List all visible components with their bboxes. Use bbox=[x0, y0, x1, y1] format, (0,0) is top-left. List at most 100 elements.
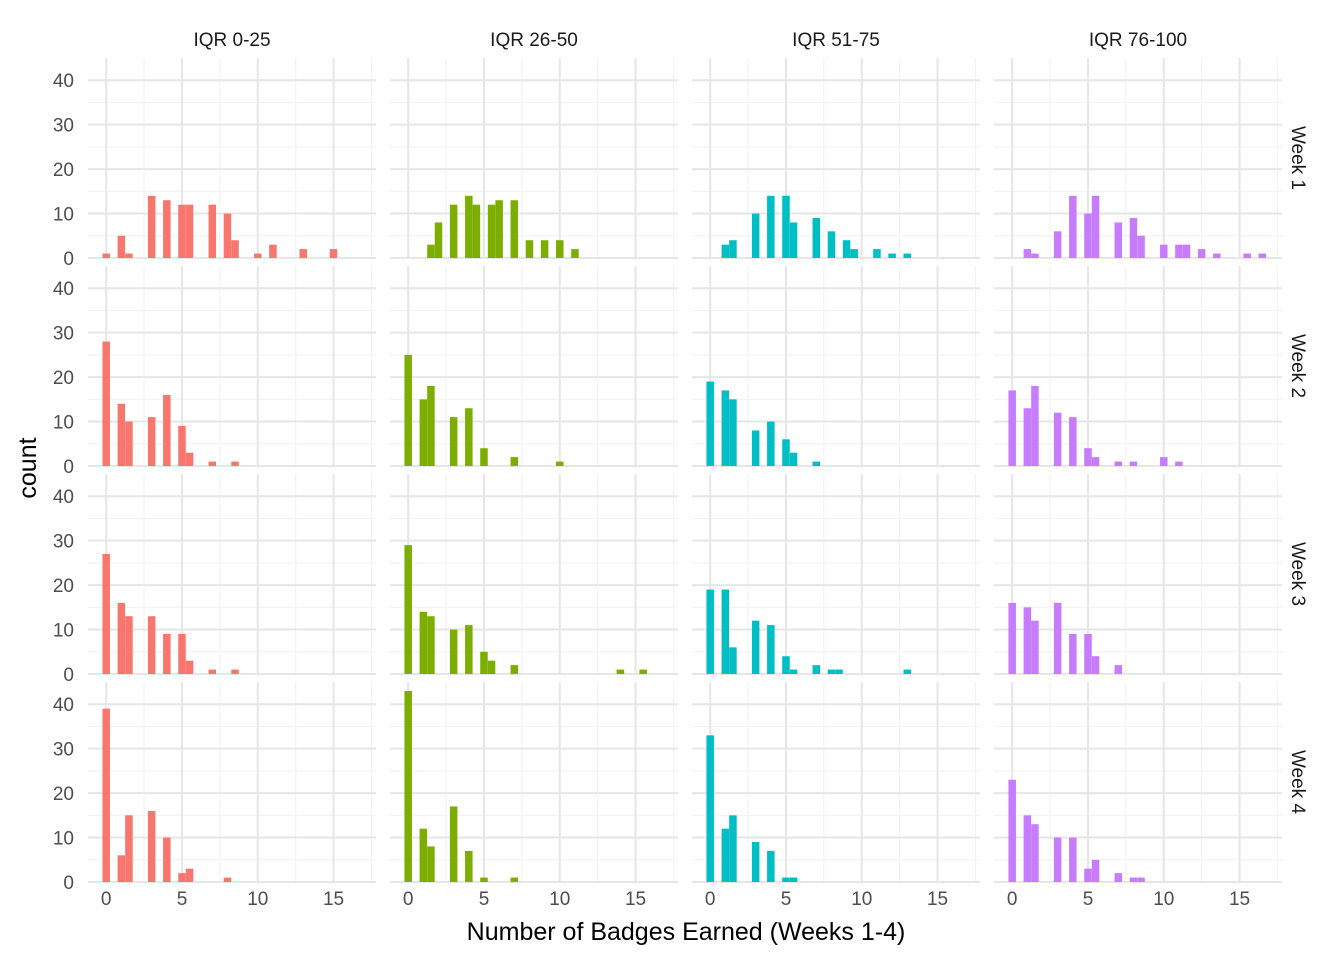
histogram-bar bbox=[404, 690, 412, 882]
label-layer: 0 10 20 30 40 0 10 20 30 40 0 10 20 30 40 0 10 20 30 40 0 5 10… bbox=[53, 30, 1308, 910]
y-tick-label: 20 bbox=[53, 160, 74, 181]
histogram-bar bbox=[163, 394, 171, 466]
histogram-bar bbox=[1175, 244, 1183, 258]
x-tick-label: 0 bbox=[705, 889, 716, 910]
histogram-bar bbox=[117, 403, 126, 466]
histogram-bar bbox=[117, 235, 126, 258]
histogram-bar bbox=[147, 616, 156, 674]
histogram-bar bbox=[329, 249, 338, 258]
x-tick-label: 15 bbox=[323, 889, 344, 910]
y-tick-label: 30 bbox=[53, 116, 74, 137]
histogram-bar bbox=[449, 806, 458, 882]
histogram-bar bbox=[495, 200, 503, 258]
histogram-bar bbox=[540, 240, 549, 258]
histogram-bar bbox=[556, 240, 564, 258]
histogram-bar bbox=[1114, 222, 1123, 258]
histogram-bar bbox=[185, 204, 194, 258]
histogram-bar bbox=[729, 647, 737, 674]
row-strip-label: Week 1 bbox=[1287, 126, 1308, 190]
histogram-bar bbox=[789, 669, 798, 674]
column-strip-label: IQR 51-75 bbox=[792, 30, 880, 51]
histogram-bar bbox=[178, 426, 186, 466]
histogram-bar bbox=[299, 249, 307, 258]
histogram-bar bbox=[1008, 779, 1016, 882]
histogram-bar bbox=[269, 244, 277, 258]
histogram-bar bbox=[117, 855, 126, 882]
histogram-bar bbox=[873, 249, 881, 258]
histogram-bar bbox=[721, 828, 730, 882]
histogram-bar bbox=[1008, 602, 1016, 674]
histogram-bar bbox=[789, 877, 798, 882]
y-tick-label: 30 bbox=[53, 324, 74, 345]
histogram-bar bbox=[721, 244, 730, 258]
histogram-bar bbox=[1197, 249, 1206, 258]
column-strip-label: IQR 0-25 bbox=[193, 30, 270, 51]
histogram-bar bbox=[147, 417, 156, 466]
histogram-bar bbox=[178, 634, 186, 674]
histogram-bar bbox=[163, 837, 171, 882]
x-tick-label: 10 bbox=[549, 889, 570, 910]
histogram-bar bbox=[117, 602, 126, 674]
histogram-bar bbox=[1114, 873, 1123, 882]
histogram-bar bbox=[1069, 417, 1077, 466]
histogram-bar bbox=[1160, 457, 1168, 466]
histogram-bar bbox=[465, 408, 473, 466]
histogram-bar bbox=[102, 708, 110, 882]
histogram-bar bbox=[1031, 824, 1039, 882]
histogram-bar bbox=[449, 417, 458, 466]
histogram-bar bbox=[1008, 390, 1016, 466]
histogram-bar bbox=[434, 222, 443, 258]
histogram-bar bbox=[888, 253, 896, 258]
histogram-bar bbox=[1129, 877, 1138, 882]
histogram-bar bbox=[465, 625, 473, 674]
histogram-bar bbox=[827, 231, 836, 258]
x-axis-title: Number of Badges Earned (Weeks 1-4) bbox=[467, 918, 906, 946]
histogram-bar bbox=[903, 253, 911, 258]
histogram-bar bbox=[125, 815, 133, 882]
histogram-bar bbox=[1091, 859, 1100, 882]
histogram-bar bbox=[1084, 634, 1092, 674]
histogram-bar bbox=[1091, 656, 1100, 674]
histogram-bar bbox=[1031, 386, 1039, 466]
histogram-bar bbox=[1069, 837, 1077, 882]
histogram-bar bbox=[1084, 868, 1092, 882]
y-tick-label: 10 bbox=[53, 621, 74, 642]
histogram-bar bbox=[721, 589, 730, 674]
histogram-bar bbox=[812, 218, 821, 258]
x-tick-label: 15 bbox=[1229, 889, 1250, 910]
row-strip-label: Week 3 bbox=[1287, 542, 1308, 606]
histogram-bar bbox=[1129, 461, 1138, 466]
histogram-bar bbox=[231, 240, 239, 258]
histogram-bar bbox=[1175, 461, 1183, 466]
histogram-bar bbox=[465, 850, 473, 882]
histogram-bar bbox=[812, 665, 821, 674]
histogram-bar bbox=[231, 461, 239, 466]
histogram-bar bbox=[1069, 195, 1077, 258]
histogram-bar bbox=[751, 213, 760, 258]
histogram-bar bbox=[102, 554, 110, 674]
histogram-bar bbox=[223, 877, 232, 882]
histogram-bar bbox=[185, 452, 194, 466]
x-tick-label: 10 bbox=[851, 889, 872, 910]
histogram-bar bbox=[419, 611, 428, 674]
histogram-bar bbox=[449, 204, 458, 258]
x-tick-label: 5 bbox=[479, 889, 490, 910]
histogram-bar bbox=[1243, 253, 1251, 258]
histogram-bar bbox=[812, 461, 821, 466]
y-tick-label: 0 bbox=[63, 457, 74, 478]
y-tick-label: 20 bbox=[53, 576, 74, 597]
histogram-bar bbox=[449, 629, 458, 674]
histogram-bar bbox=[510, 665, 519, 674]
histogram-bar bbox=[556, 461, 564, 466]
x-tick-label: 15 bbox=[625, 889, 646, 910]
histogram-bar bbox=[480, 651, 488, 674]
histogram-bar bbox=[404, 545, 412, 674]
histogram-bar bbox=[706, 735, 714, 882]
histogram-bar bbox=[1091, 195, 1100, 258]
histogram-bar bbox=[125, 253, 133, 258]
y-tick-label: 40 bbox=[53, 279, 74, 300]
bar-layer bbox=[102, 195, 1267, 882]
histogram-bar bbox=[842, 240, 851, 258]
x-tick-label: 5 bbox=[177, 889, 188, 910]
